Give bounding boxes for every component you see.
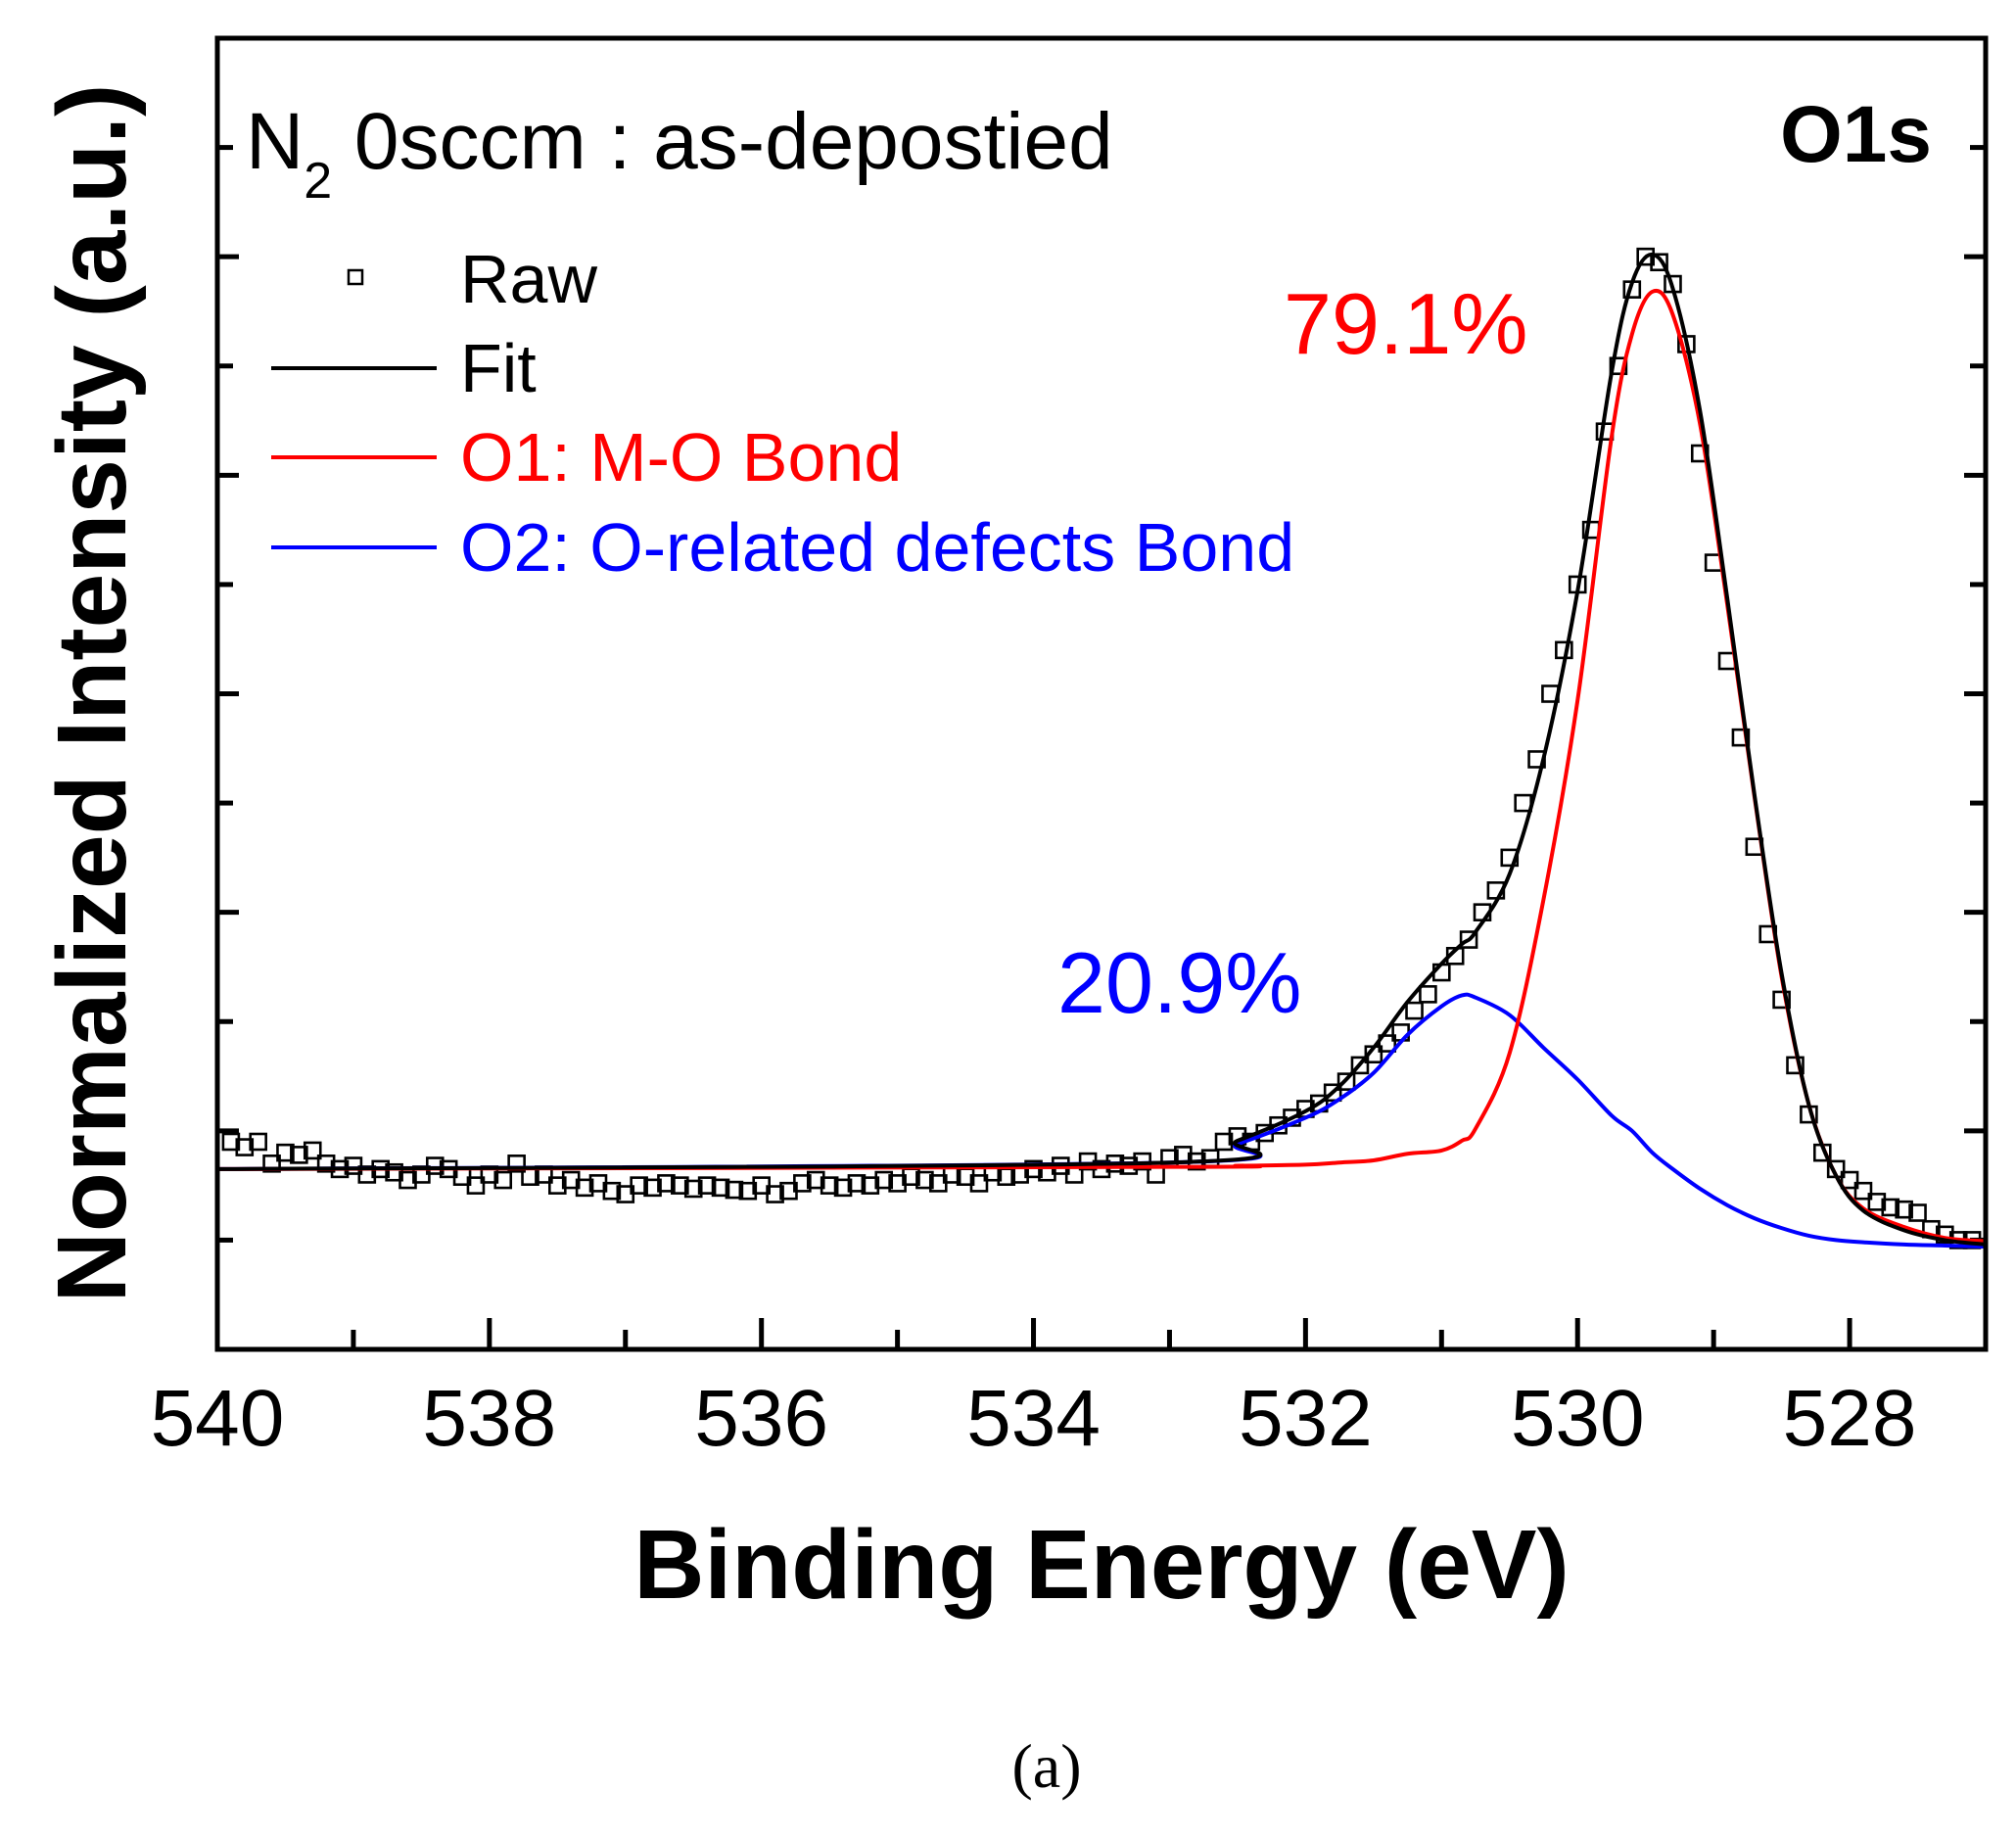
raw-data-point bbox=[738, 1181, 758, 1201]
raw-data-point bbox=[1092, 1159, 1111, 1179]
panel-label: (a) bbox=[1011, 1731, 1081, 1801]
x-tick-label: 532 bbox=[1239, 1374, 1373, 1463]
raw-data-point bbox=[1323, 1083, 1342, 1103]
raw-data-point bbox=[806, 1170, 825, 1190]
series-fit-line bbox=[216, 252, 1987, 1247]
raw-data-point bbox=[575, 1178, 594, 1198]
x-tick-label: 528 bbox=[1783, 1374, 1917, 1463]
raw-data-point bbox=[969, 1174, 989, 1193]
raw-data-point bbox=[725, 1180, 744, 1200]
raw-data-point bbox=[276, 1143, 295, 1162]
x-axis-title: Binding Energy (eV) bbox=[633, 1510, 1570, 1620]
raw-data-point bbox=[1336, 1072, 1356, 1091]
raw-data-point bbox=[1895, 1200, 1913, 1219]
raw-data-point bbox=[507, 1155, 526, 1173]
raw-data-point bbox=[262, 1155, 281, 1173]
sample-annotation: N2 0sccm : as-depostied bbox=[246, 97, 1113, 210]
raw-data-point bbox=[657, 1174, 676, 1193]
raw-data-point bbox=[793, 1174, 812, 1193]
raw-data-point bbox=[221, 1132, 241, 1152]
raw-data-point bbox=[874, 1170, 894, 1190]
legend-label-raw: Raw bbox=[460, 241, 597, 317]
raw-data-point bbox=[1881, 1198, 1900, 1217]
raw-data-point bbox=[425, 1156, 445, 1175]
x-tick-label: 538 bbox=[422, 1374, 556, 1463]
raw-data-point bbox=[697, 1176, 717, 1195]
peak-label-o1: 79.1% bbox=[1284, 275, 1528, 372]
raw-data-point bbox=[820, 1176, 839, 1195]
raw-data-point bbox=[1786, 1056, 1805, 1075]
chart-title: O1s bbox=[1780, 90, 1932, 179]
legend-marker-raw bbox=[347, 268, 364, 286]
raw-data-point bbox=[235, 1138, 255, 1156]
x-tick-label: 540 bbox=[151, 1374, 285, 1463]
raw-data-point bbox=[399, 1170, 417, 1190]
raw-data-point bbox=[1867, 1193, 1887, 1211]
raw-data-point bbox=[1459, 930, 1478, 949]
peak-label-o2: 20.9% bbox=[1057, 934, 1302, 1031]
raw-data-point bbox=[602, 1181, 622, 1201]
raw-data-point bbox=[466, 1176, 486, 1195]
raw-data-point bbox=[1350, 1056, 1370, 1075]
raw-data-point bbox=[290, 1146, 308, 1164]
raw-data-point bbox=[861, 1176, 880, 1195]
x-tick-label: 534 bbox=[966, 1374, 1101, 1463]
raw-data-point bbox=[493, 1170, 513, 1190]
raw-data-point bbox=[1840, 1170, 1859, 1190]
raw-data-point bbox=[1214, 1132, 1234, 1152]
raw-data-point bbox=[1609, 356, 1628, 376]
x-tick-label: 536 bbox=[694, 1374, 828, 1463]
raw-data-point bbox=[548, 1176, 567, 1195]
y-axis-title: Normalized Intensity (a.u.) bbox=[37, 84, 147, 1303]
raw-data-point bbox=[847, 1174, 867, 1193]
raw-data-point bbox=[833, 1178, 853, 1198]
raw-data-point bbox=[671, 1176, 689, 1195]
raw-data-point bbox=[1419, 985, 1437, 1004]
plot-series bbox=[216, 247, 1987, 1249]
raw-data-point bbox=[1772, 990, 1791, 1010]
raw-data-point bbox=[630, 1176, 648, 1195]
raw-data-point bbox=[1908, 1203, 1927, 1222]
raw-data-point bbox=[1853, 1181, 1873, 1201]
raw-data-point bbox=[915, 1170, 934, 1190]
raw-data-point bbox=[888, 1174, 907, 1193]
series-o2-line bbox=[216, 992, 1987, 1249]
legend: Raw Fit O1: M-O Bond O2: O-related defec… bbox=[271, 241, 1294, 586]
raw-data-point bbox=[1731, 728, 1751, 747]
plot-frame bbox=[214, 35, 1989, 1352]
legend-label-o2: O2: O-related defects Bond bbox=[460, 509, 1294, 586]
raw-data-point bbox=[316, 1155, 336, 1173]
legend-label-fit: Fit bbox=[460, 330, 537, 406]
legend-label-o1: O1: M-O Bond bbox=[460, 419, 902, 495]
raw-data-point bbox=[1650, 253, 1668, 272]
raw-data-point bbox=[303, 1141, 322, 1160]
raw-data-point bbox=[683, 1179, 703, 1199]
raw-data-point bbox=[766, 1185, 784, 1203]
x-tick-labels: 540 538 536 534 532 530 528 bbox=[151, 1374, 1917, 1463]
raw-data-point bbox=[643, 1178, 662, 1198]
raw-data-point bbox=[1405, 1001, 1424, 1020]
raw-data-point bbox=[711, 1178, 730, 1198]
x-tick-label: 530 bbox=[1511, 1374, 1645, 1463]
raw-data-point bbox=[249, 1132, 267, 1152]
